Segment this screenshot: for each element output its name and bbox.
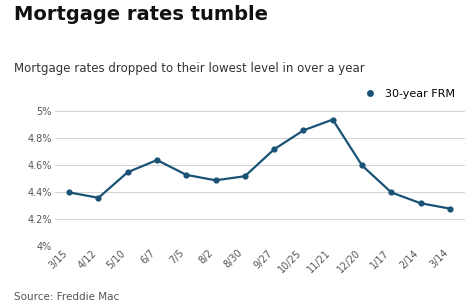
Point bbox=[153, 158, 161, 163]
Text: Source: Freddie Mac: Source: Freddie Mac bbox=[14, 292, 119, 302]
Text: Mortgage rates dropped to their lowest level in over a year: Mortgage rates dropped to their lowest l… bbox=[14, 62, 365, 75]
Point bbox=[182, 172, 190, 177]
Point bbox=[212, 178, 219, 183]
Point bbox=[329, 117, 337, 122]
Legend: 30-year FRM: 30-year FRM bbox=[355, 85, 459, 104]
Point bbox=[388, 190, 395, 195]
Point bbox=[270, 147, 278, 152]
Point bbox=[241, 174, 249, 179]
Text: Mortgage rates tumble: Mortgage rates tumble bbox=[14, 5, 268, 24]
Point bbox=[95, 195, 102, 200]
Point bbox=[65, 190, 73, 195]
Point bbox=[300, 128, 307, 133]
Point bbox=[358, 163, 366, 168]
Point bbox=[417, 201, 424, 206]
Point bbox=[446, 206, 454, 211]
Point bbox=[124, 170, 131, 175]
